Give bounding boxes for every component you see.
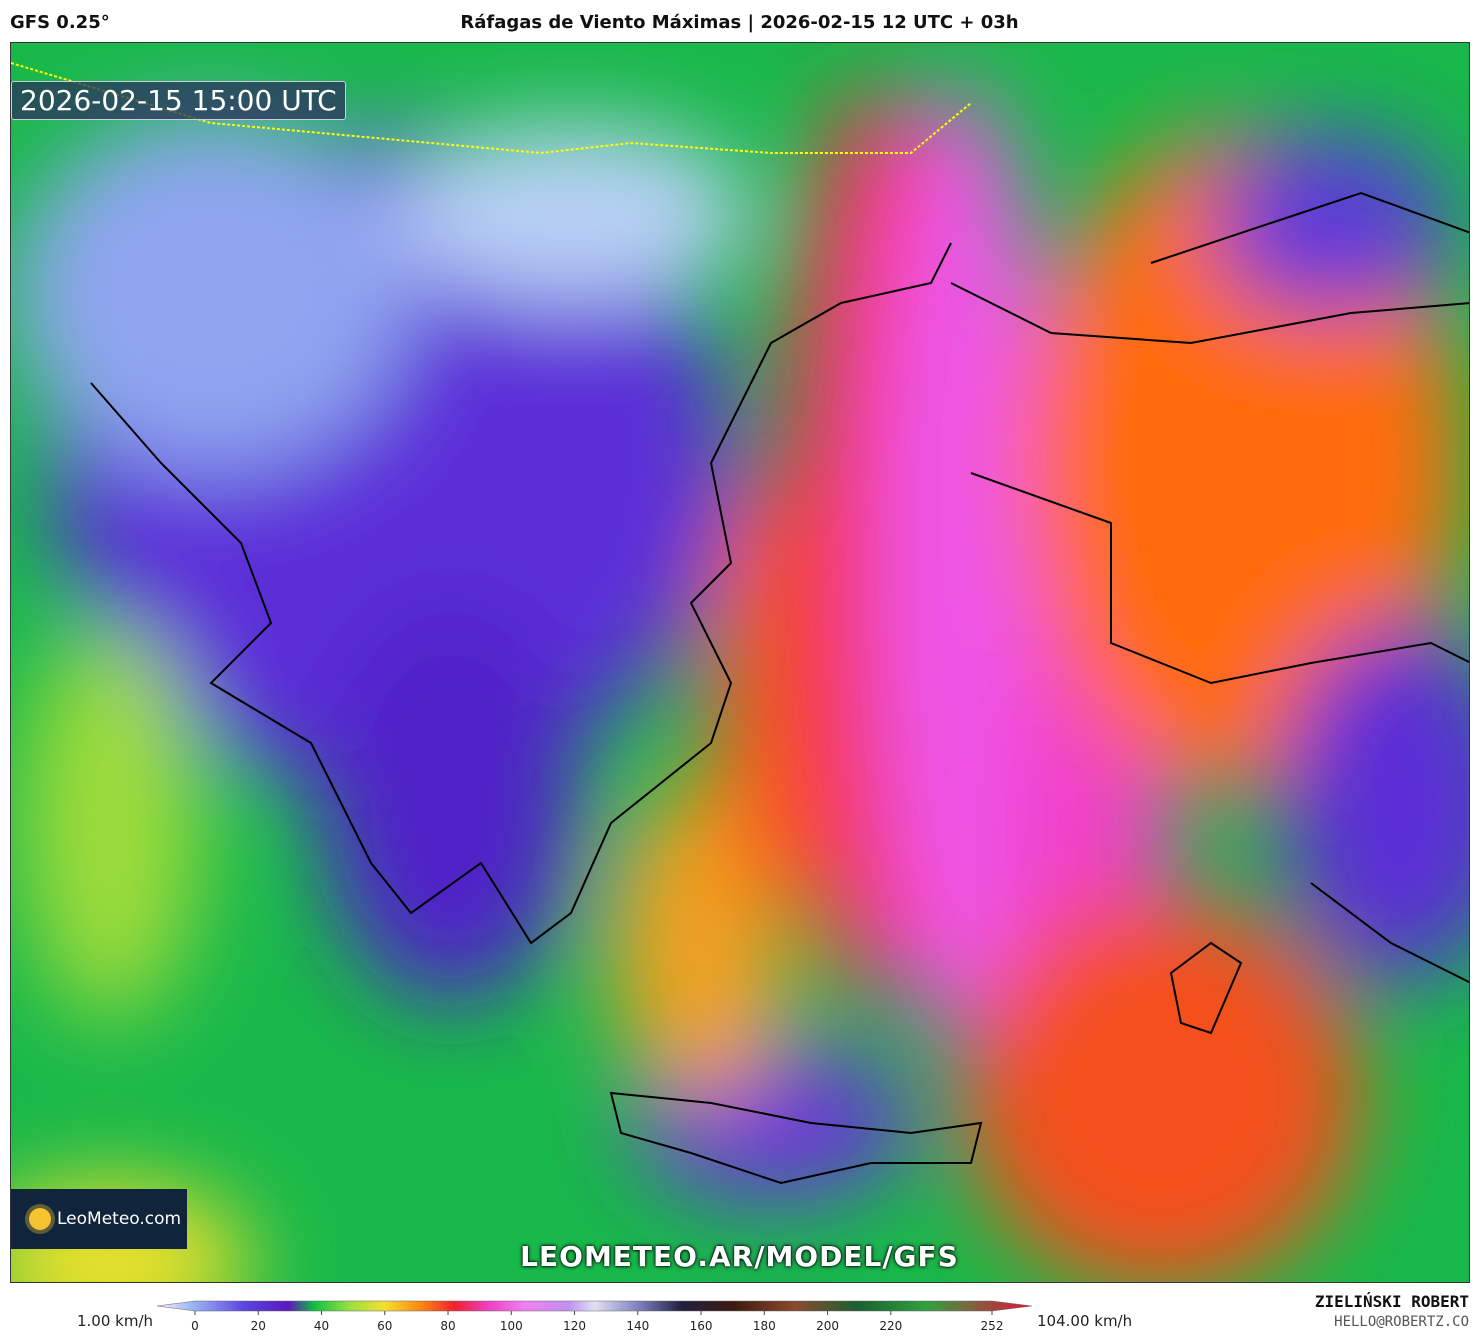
- colorbar-max: 104.00 km/h: [1037, 1312, 1133, 1330]
- colorbar-ramp: [156, 1300, 1033, 1312]
- logo: LeoMeteo.com: [11, 1189, 187, 1249]
- colorbar-tick-label: 100: [500, 1319, 523, 1333]
- colorbar-tick-label: 140: [626, 1319, 649, 1333]
- model-label: GFS 0.25°: [10, 12, 110, 33]
- colorbar-tick-label: 60: [377, 1319, 392, 1333]
- wind-field: [11, 43, 1469, 1282]
- map-title: Ráfagas de Viento Máximas | 2026-02-15 1…: [460, 12, 1019, 33]
- map: 2026-02-15 15:00 UTC LeoMeteo.com: [10, 42, 1470, 1283]
- author: ZIELIŃSKI ROBERT: [1314, 1292, 1469, 1311]
- logo-text: LeoMeteo.com: [57, 1209, 182, 1229]
- colorbar-tick-label: 252: [981, 1319, 1004, 1333]
- colorbar-tick-label: 20: [251, 1319, 266, 1333]
- colorbar-tick-label: 120: [563, 1319, 586, 1333]
- colorbar-tick-label: 40: [314, 1319, 329, 1333]
- colorbar-tick-label: 180: [753, 1319, 776, 1333]
- colorbar-tick-label: 200: [816, 1319, 839, 1333]
- colorbar-tick-label: 160: [690, 1319, 713, 1333]
- website: LEOMETEO.AR/MODEL/GFS: [520, 1240, 959, 1273]
- colorbar-tick-label: 220: [879, 1319, 902, 1333]
- valid-time: 2026-02-15 15:00 UTC: [11, 81, 346, 120]
- colorbar-tick-label: 80: [440, 1319, 455, 1333]
- email: HELLO@ROBERTZ.CO: [1334, 1314, 1469, 1330]
- colorbar: 0 20 40 60 80 100 120 140 160 180 200 220 252: [156, 1300, 1033, 1333]
- colorbar-min: 1.00 km/h: [77, 1312, 154, 1330]
- colorbar-tick-label: 0: [191, 1319, 199, 1333]
